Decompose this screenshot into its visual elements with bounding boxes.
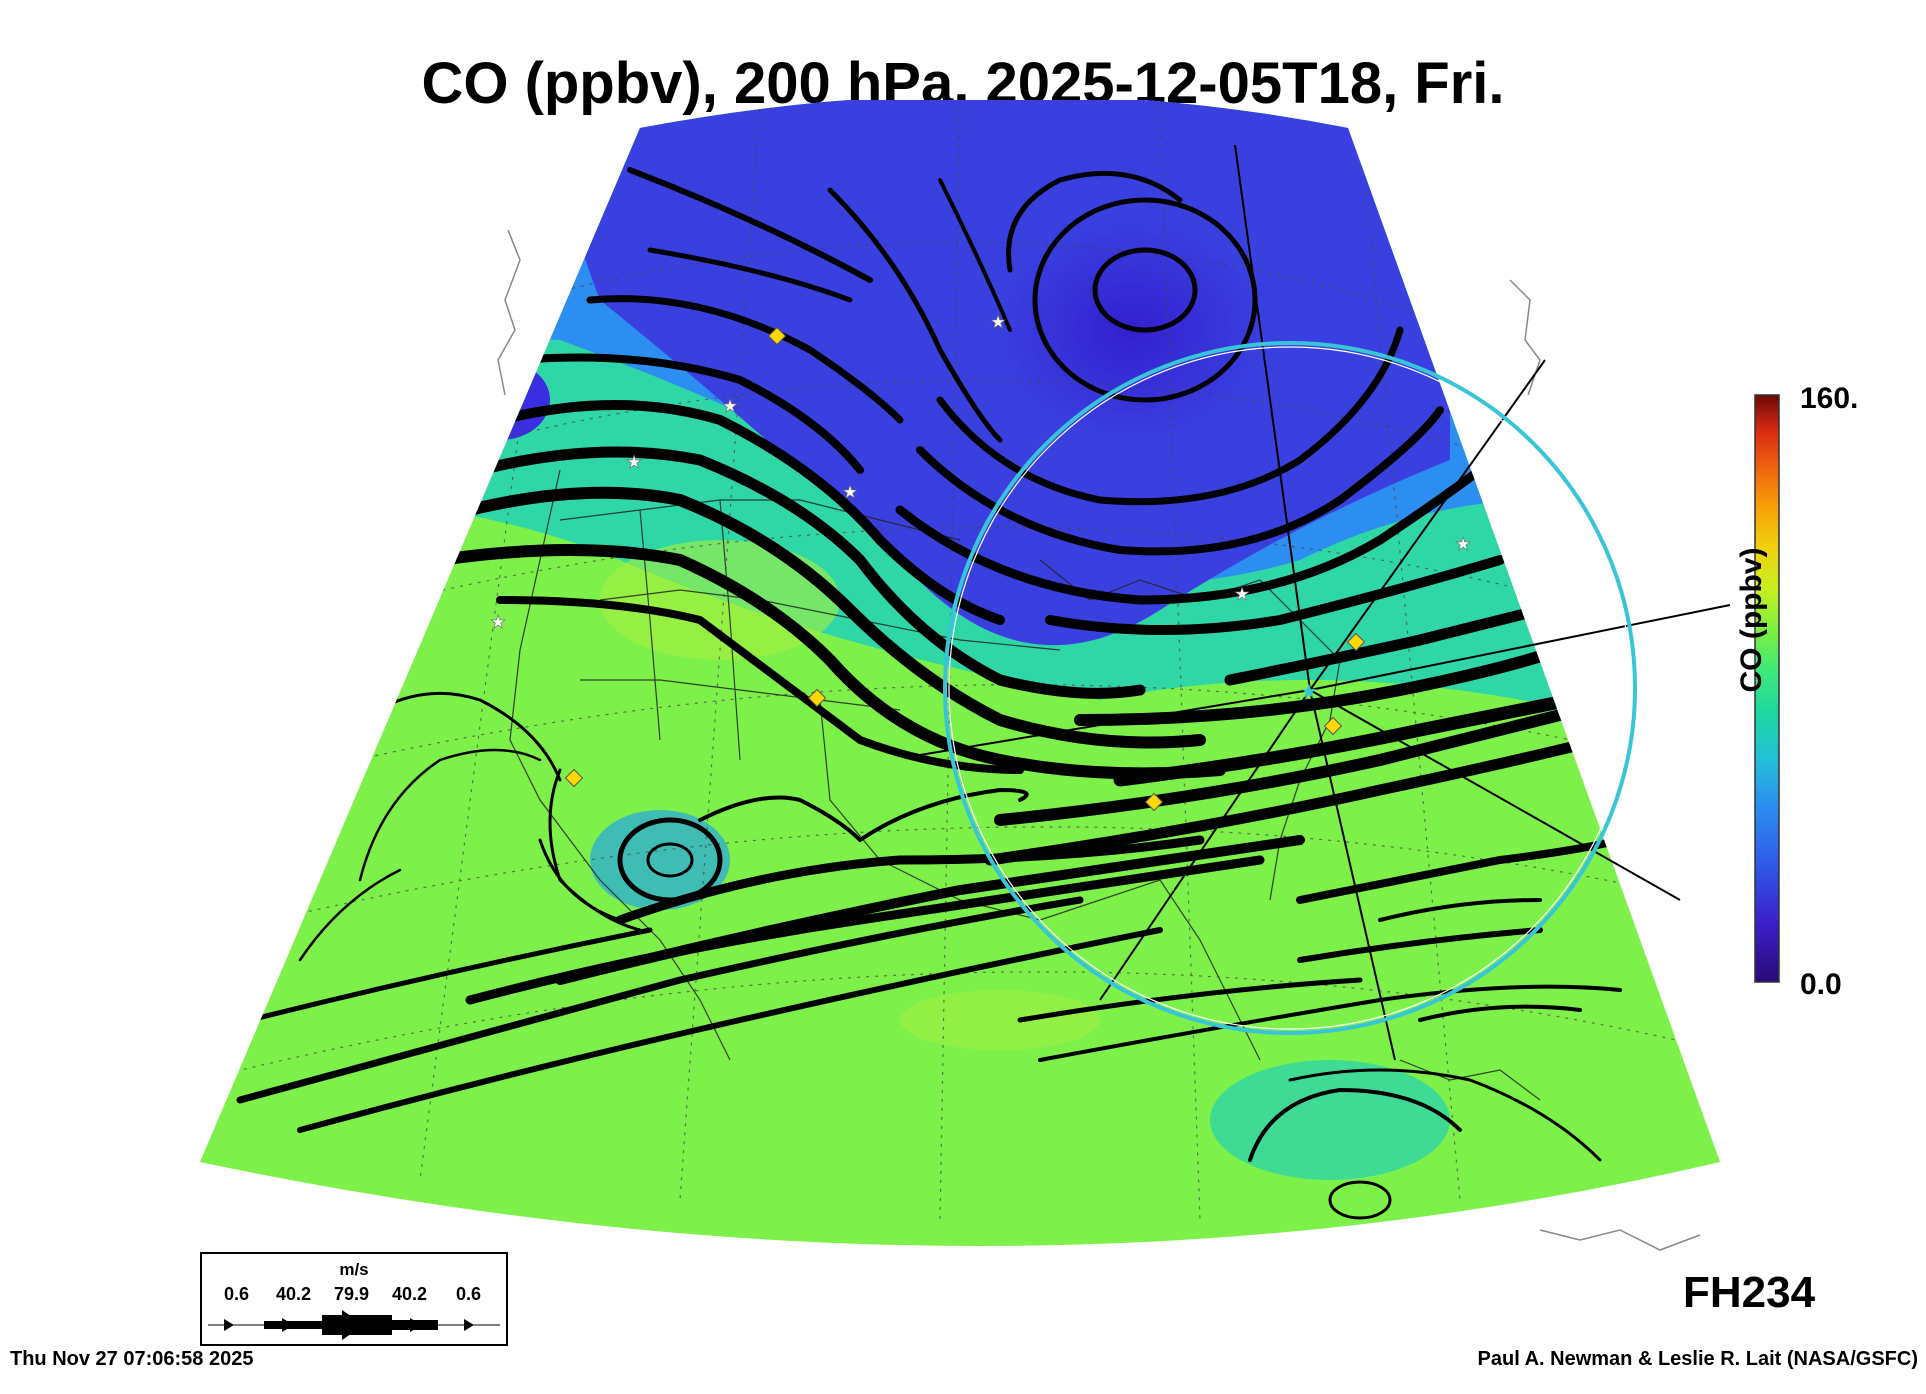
star-marker: ★	[722, 396, 738, 416]
star-marker: ★	[1234, 584, 1250, 604]
legend-value: 40.2	[276, 1284, 312, 1304]
colorbar-title: CO (ppbv)	[1735, 547, 1768, 693]
co-field: ★ ★ ★ ★ ★ ★ ★	[200, 99, 1720, 1246]
diamond-marker	[564, 768, 584, 788]
diamond-marker	[1346, 632, 1366, 652]
colorbar-min-label: 0.0	[1800, 968, 1842, 1001]
center-star-marker: ★	[1300, 681, 1318, 703]
station-stars: ★ ★ ★ ★ ★ ★ ★	[490, 312, 1472, 633]
star-marker: ★	[842, 482, 858, 502]
star-marker: ★	[490, 612, 506, 632]
site-diamonds	[564, 326, 1366, 812]
legend-value: 40.2	[392, 1284, 428, 1304]
star-marker: ★	[626, 452, 642, 472]
legend-value: 79.9	[334, 1284, 370, 1304]
wind-speed-legend: m/s 0.6 40.2 79.9 40.2 0.6	[200, 1252, 508, 1346]
star-marker: ★	[1455, 534, 1471, 554]
range-circle-inner	[948, 346, 1632, 1030]
legend-unit: m/s	[339, 1260, 369, 1279]
credit-label: Paul A. Newman & Leslie R. Lait (NASA/GS…	[1477, 1348, 1918, 1370]
legend-value: 0.6	[224, 1284, 250, 1304]
diamond-marker	[1144, 792, 1164, 812]
diamond-marker	[1323, 716, 1343, 736]
wind-streamlines	[236, 167, 1624, 1220]
forecast-hour-label: FH234	[1683, 1268, 1816, 1317]
legend-value: 0.6	[456, 1284, 482, 1304]
generation-timestamp: Thu Nov 27 07:06:58 2025	[10, 1348, 254, 1370]
diamond-marker	[807, 688, 827, 708]
legend-arrow	[208, 1310, 500, 1340]
range-circle	[943, 341, 1637, 1035]
star-marker: ★	[990, 312, 1006, 332]
colorbar	[1754, 394, 1780, 983]
colorbar-max-label: 160.	[1800, 382, 1859, 415]
diamond-marker	[767, 326, 787, 346]
flight-tracks	[919, 144, 1731, 1061]
